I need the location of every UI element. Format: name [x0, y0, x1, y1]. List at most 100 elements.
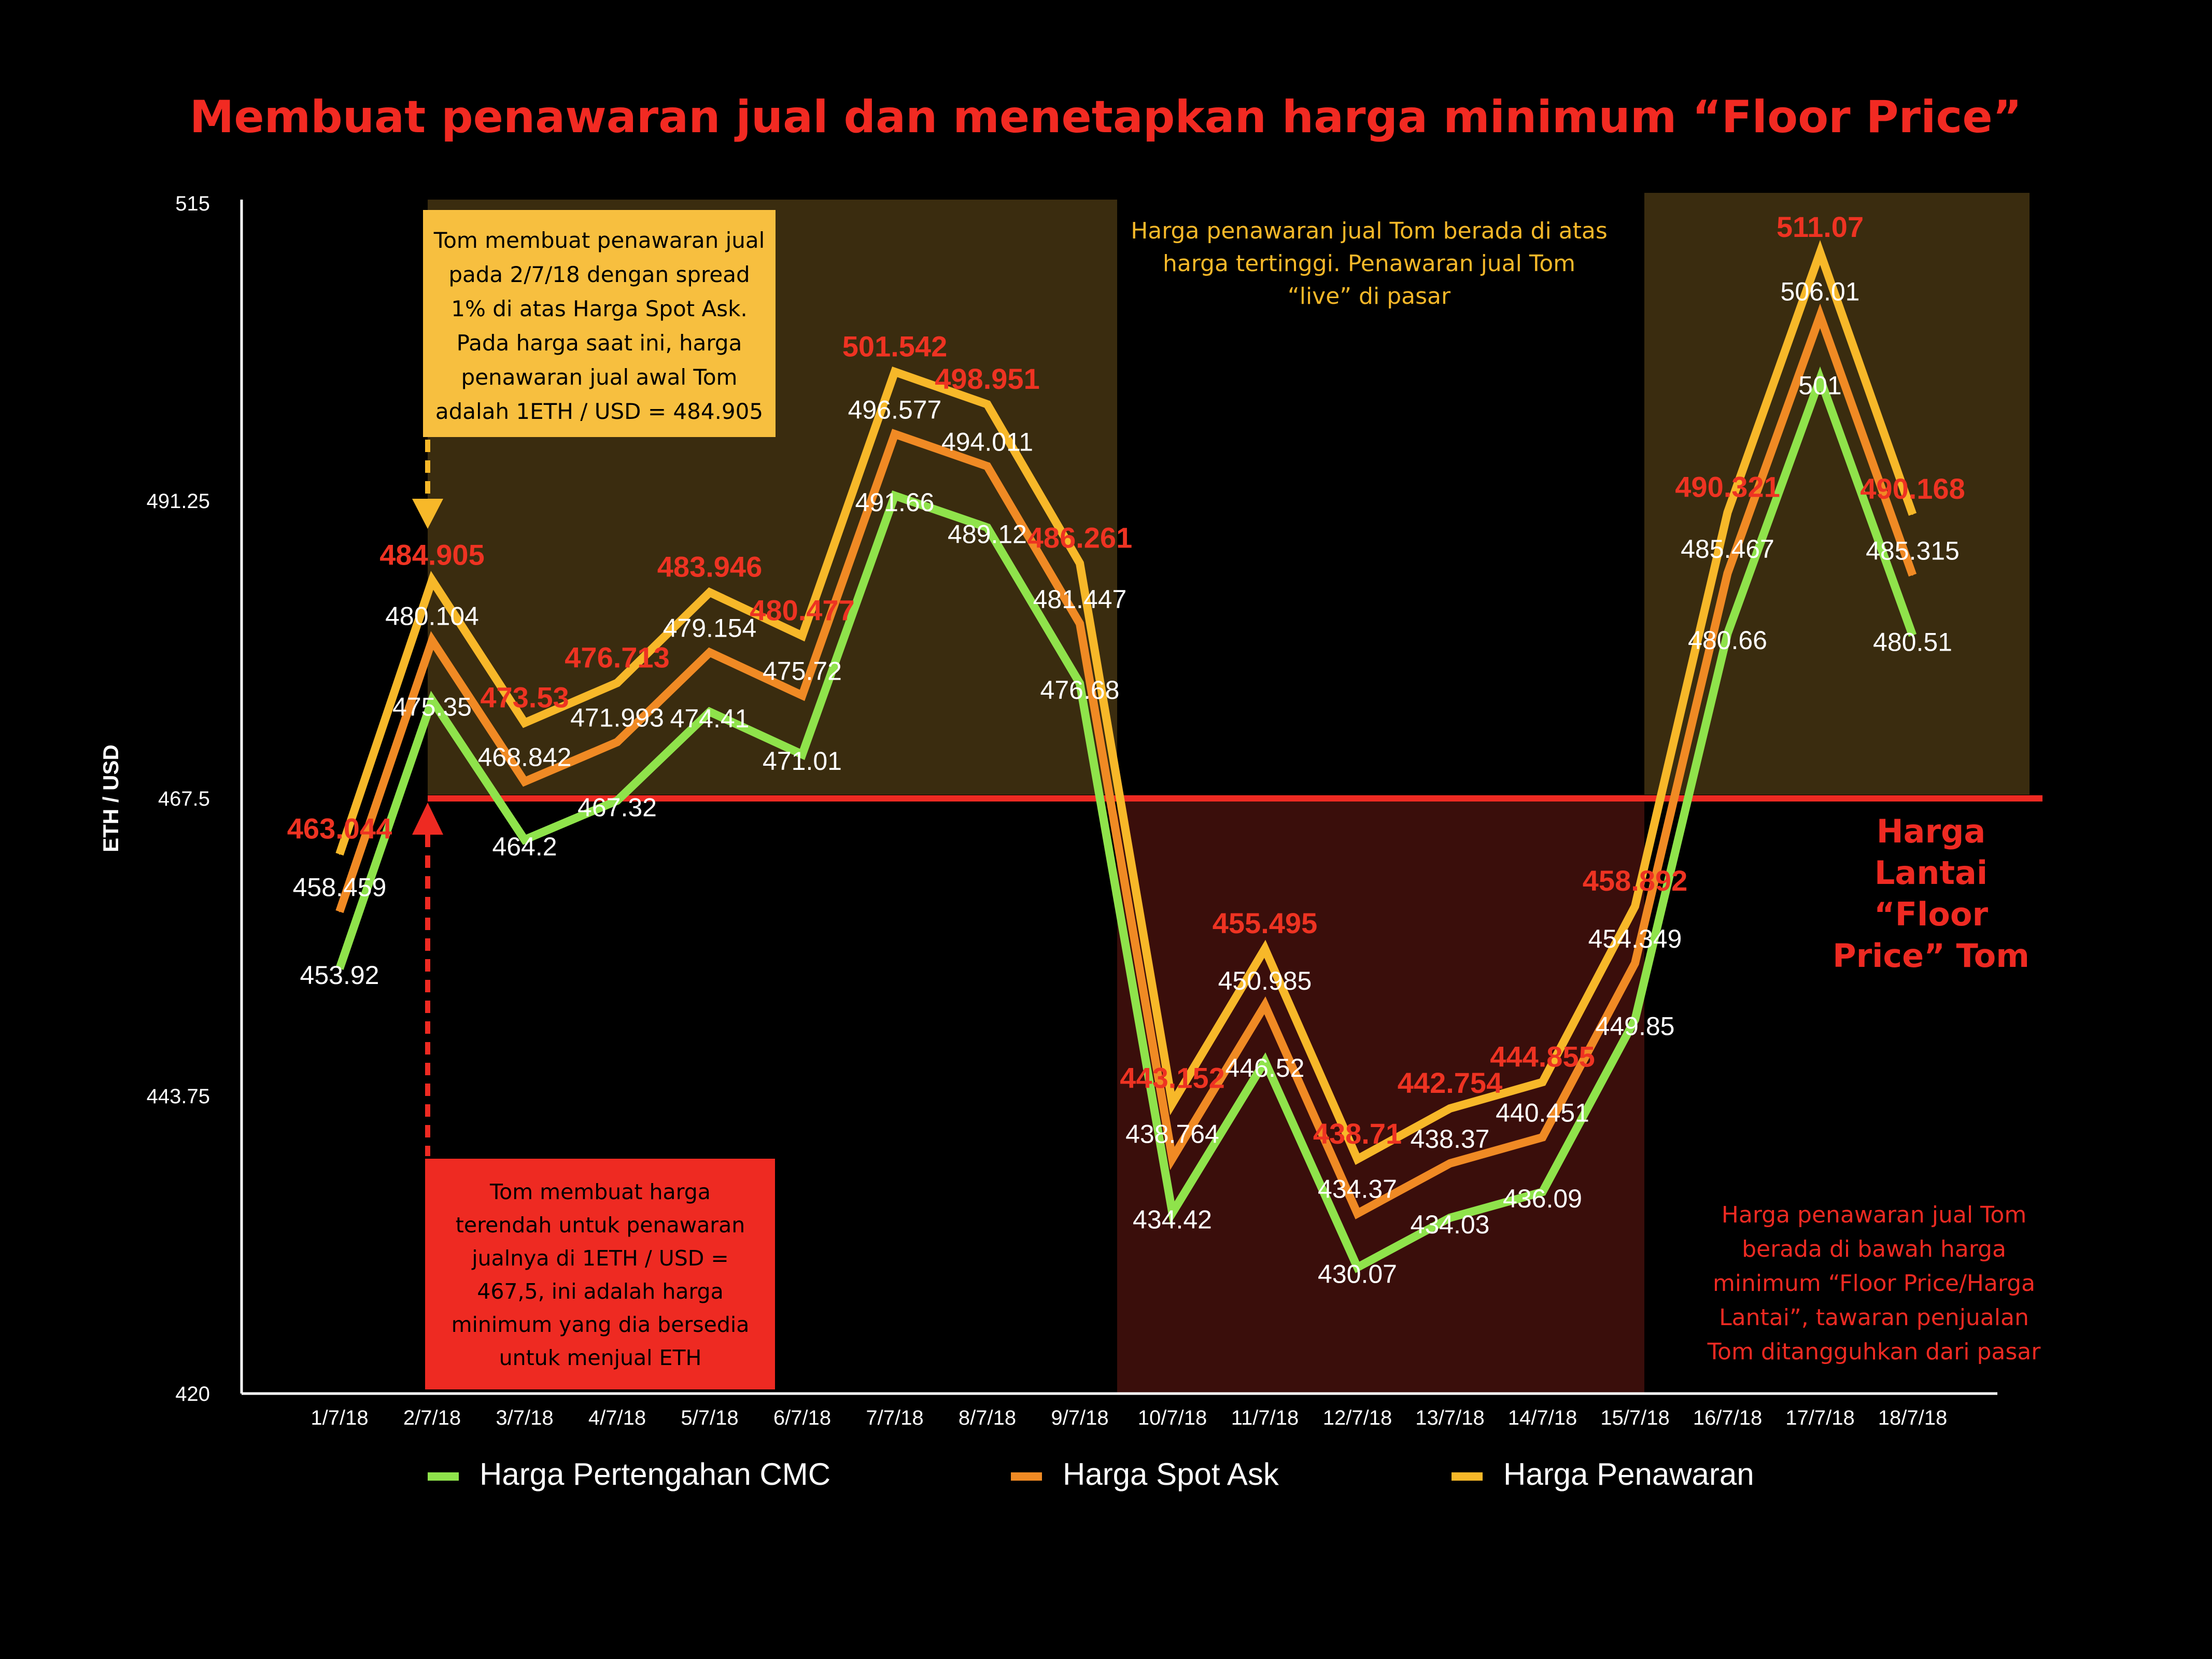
data-point — [894, 495, 895, 497]
data-point — [987, 403, 988, 405]
series-line-2 — [335, 303, 1917, 1219]
floor-callout-line: untuk menjual ETH — [499, 1345, 702, 1370]
offer-value-label: 444.855 — [1490, 1040, 1595, 1073]
offer-value-label: 501.542 — [842, 330, 947, 362]
spot-value-label: 496.577 — [848, 395, 942, 424]
cmc-value-label: 446.52 — [1225, 1053, 1305, 1082]
offer-callout-line: Tom membuat penawaran jual — [433, 228, 765, 253]
legend: Harga Pertengahan CMC Harga Spot Ask Harga… — [428, 1457, 1754, 1492]
suspended-note: Harga penawaran jual Tom berada di bawah … — [1707, 1202, 2041, 1365]
data-point — [801, 695, 803, 696]
y-axis-label: ETH / USD — [98, 744, 123, 852]
offer-callout-line: penawaran jual awal Tom — [461, 364, 738, 390]
cmc-value-label: 430.07 — [1318, 1260, 1397, 1289]
data-point — [1820, 315, 1821, 317]
data-point — [1912, 635, 1913, 636]
x-tick-label: 7/7/18 — [866, 1407, 923, 1429]
data-point — [1820, 378, 1821, 379]
data-point — [339, 911, 340, 912]
floor-callout-text: Tom membuat harga terendah untuk penawara… — [452, 1179, 750, 1370]
floor-callout-line: minimum yang dia bersedia — [452, 1312, 750, 1337]
data-point — [616, 741, 618, 743]
data-point — [524, 839, 525, 840]
x-tick-label: 4/7/18 — [588, 1407, 646, 1429]
data-point — [1449, 1163, 1450, 1164]
y-tick-label: 443.75 — [147, 1085, 210, 1108]
series-line-3 — [335, 240, 1917, 1165]
offer-value-label: 483.946 — [657, 551, 762, 583]
data-point — [709, 711, 710, 712]
spot-value-label: 471.993 — [570, 703, 664, 732]
data-point — [1542, 1191, 1543, 1193]
data-point — [987, 466, 988, 467]
offer-value-label: 486.261 — [1027, 522, 1132, 554]
data-point — [1635, 1019, 1636, 1020]
data-point — [1172, 1158, 1173, 1159]
cmc-value-label: 501 — [1798, 371, 1841, 400]
cmc-value-label: 449.85 — [1596, 1012, 1675, 1041]
floor-arrow-head — [412, 803, 443, 835]
live-note: Harga penawaran jual Tom berada di atas h… — [1131, 218, 1608, 310]
spot-value-label: 458.459 — [293, 873, 387, 902]
cmc-value-label: 476.68 — [1040, 676, 1120, 705]
x-tick-label: 15/7/18 — [1600, 1407, 1669, 1429]
offer-value-label: 443.152 — [1120, 1061, 1224, 1094]
data-point — [1449, 1108, 1450, 1109]
offer-value-label: 442.754 — [1398, 1066, 1502, 1099]
cmc-value-label: 467.32 — [577, 793, 657, 822]
data-point — [1357, 1213, 1358, 1214]
data-point — [894, 371, 895, 373]
x-tick-label: 17/7/18 — [1785, 1407, 1854, 1429]
data-point — [1079, 563, 1080, 564]
offer-value-label: 511.07 — [1777, 210, 1864, 243]
live-note-line: Harga penawaran jual Tom berada di atas — [1131, 218, 1608, 244]
offer-arrow-head — [412, 499, 443, 529]
spot-value-label: 480.104 — [385, 601, 479, 630]
x-tick-label: 18/7/18 — [1878, 1407, 1947, 1429]
x-tick-label: 10/7/18 — [1138, 1407, 1207, 1429]
spot-value-label: 485.467 — [1681, 535, 1774, 564]
x-tick-label: 3/7/18 — [496, 1407, 553, 1429]
offer-callout-text: Tom membuat penawaran jual pada 2/7/18 de… — [433, 228, 765, 424]
x-tick-label: 11/7/18 — [1231, 1407, 1299, 1429]
x-tick-label: 6/7/18 — [773, 1407, 831, 1429]
x-tick-label: 2/7/18 — [403, 1407, 461, 1429]
offer-value-label: 455.495 — [1213, 907, 1317, 939]
spot-value-label: 450.985 — [1218, 966, 1312, 995]
offer-callout-line: pada 2/7/18 dengan spread — [448, 262, 750, 287]
offer-callout-line: 1% di atas Harga Spot Ask. — [451, 296, 748, 321]
spot-value-label: 494.011 — [941, 427, 1033, 456]
suspended-note-line: Lantai”, tawaran penjualan — [1719, 1304, 2029, 1331]
x-tick-label: 9/7/18 — [1051, 1407, 1108, 1429]
suspended-note-line: Harga penawaran jual Tom — [1722, 1202, 2026, 1228]
legend-label: Harga Penawaran — [1503, 1457, 1754, 1492]
data-point — [431, 580, 433, 581]
floor-price-label: Harga Lantai“Floor Price” Tom — [1833, 812, 2030, 975]
data-point — [801, 754, 803, 755]
spot-value-label: 440.451 — [1496, 1099, 1589, 1128]
x-tick-label: 14/7/18 — [1508, 1407, 1577, 1429]
data-point — [1079, 623, 1080, 624]
floor-label-line: Price” Tom — [1833, 937, 2030, 975]
cmc-value-label: 480.51 — [1873, 628, 1952, 657]
x-tick-label: 13/7/18 — [1415, 1407, 1484, 1429]
cmc-value-label: 475.35 — [392, 692, 472, 721]
floor-label-line: “Floor — [1874, 895, 1989, 933]
data-point — [1635, 906, 1636, 907]
series-lines — [335, 240, 1917, 1273]
legend-label: Harga Pertengahan CMC — [480, 1457, 830, 1492]
offer-value-label: 498.951 — [935, 362, 1039, 395]
data-point — [1264, 1061, 1265, 1062]
data-point — [1449, 1217, 1450, 1218]
cmc-value-label: 464.2 — [492, 832, 557, 861]
spot-value-label: 475.72 — [763, 656, 842, 685]
data-point — [1264, 1005, 1265, 1006]
offer-value-label: 463.044 — [287, 812, 392, 845]
data-point — [1172, 1212, 1173, 1214]
floor-callout-line: terendah untuk penawaran — [456, 1213, 745, 1238]
data-point — [1357, 1267, 1358, 1268]
suspended-note-line: berada di bawah harga — [1742, 1236, 2006, 1262]
data-point — [616, 800, 618, 802]
data-point — [431, 699, 433, 701]
